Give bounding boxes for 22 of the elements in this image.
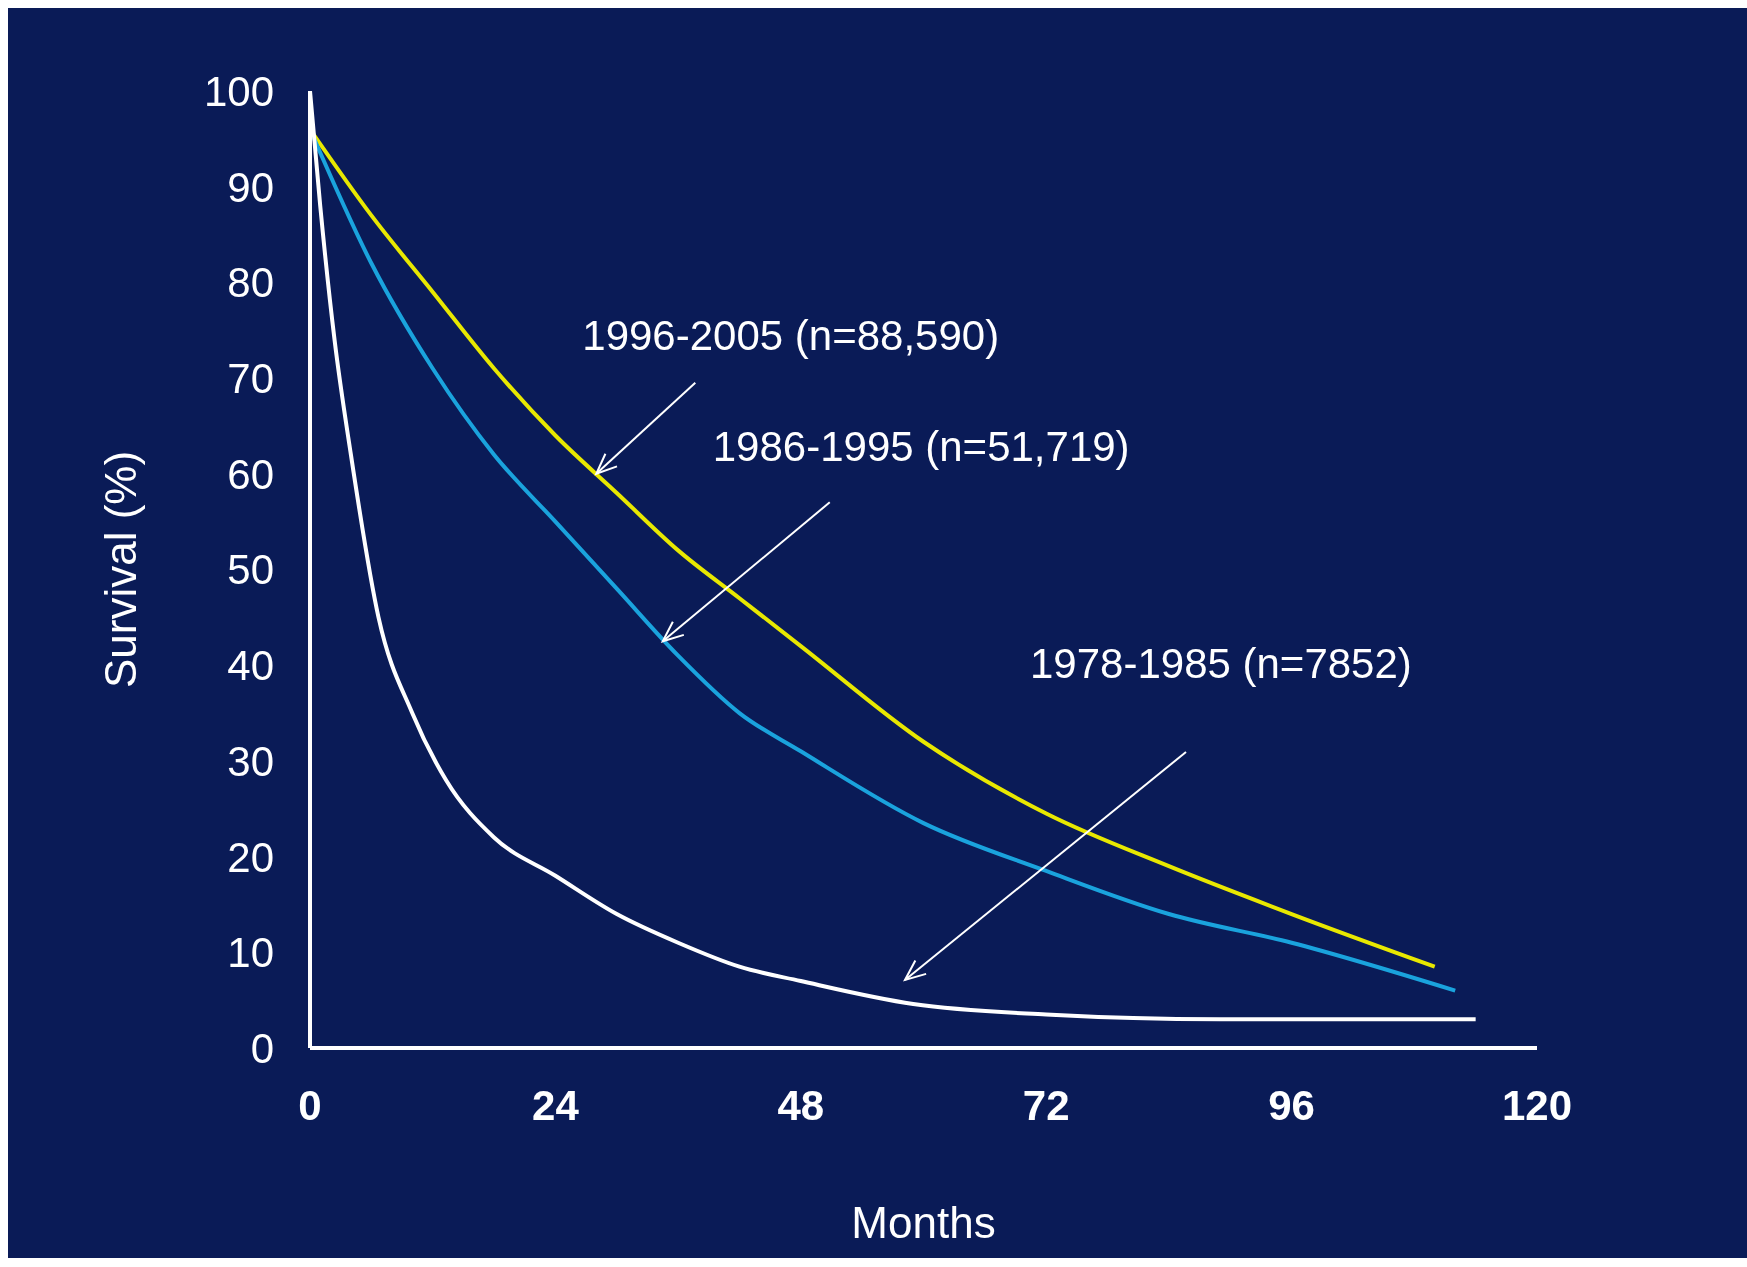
x-axis-title: Months (851, 1198, 996, 1247)
x-tick-label: 72 (1022, 1081, 1070, 1129)
y-tick-label: 0 (250, 1024, 274, 1072)
y-tick-label: 40 (227, 642, 274, 690)
y-tick-label: 90 (227, 163, 274, 211)
y-axis-title: Survival (%) (95, 450, 145, 689)
annotation: 1996-2005 (n=88,590) (582, 311, 1000, 359)
x-tick-label: 120 (1501, 1081, 1573, 1129)
y-tick-label: 50 (227, 546, 274, 594)
y-tick-label: 20 (227, 833, 274, 881)
x-tick-label: 24 (532, 1081, 580, 1129)
y-tick-label: 10 (227, 929, 274, 977)
annotation: 1986-1995 (n=51,719) (712, 423, 1130, 471)
y-tick-label: 60 (227, 450, 274, 498)
y-tick-label: 30 (227, 737, 274, 785)
y-tick-label: 70 (227, 355, 274, 403)
x-tick-label: 96 (1268, 1081, 1315, 1129)
x-tick-label: 48 (777, 1081, 825, 1129)
x-tick-label: 0 (298, 1081, 322, 1129)
y-tick-label: 100 (203, 67, 274, 115)
annotation: 1978-1985 (n=7852) (1030, 640, 1412, 687)
y-tick-label: 80 (227, 259, 274, 307)
